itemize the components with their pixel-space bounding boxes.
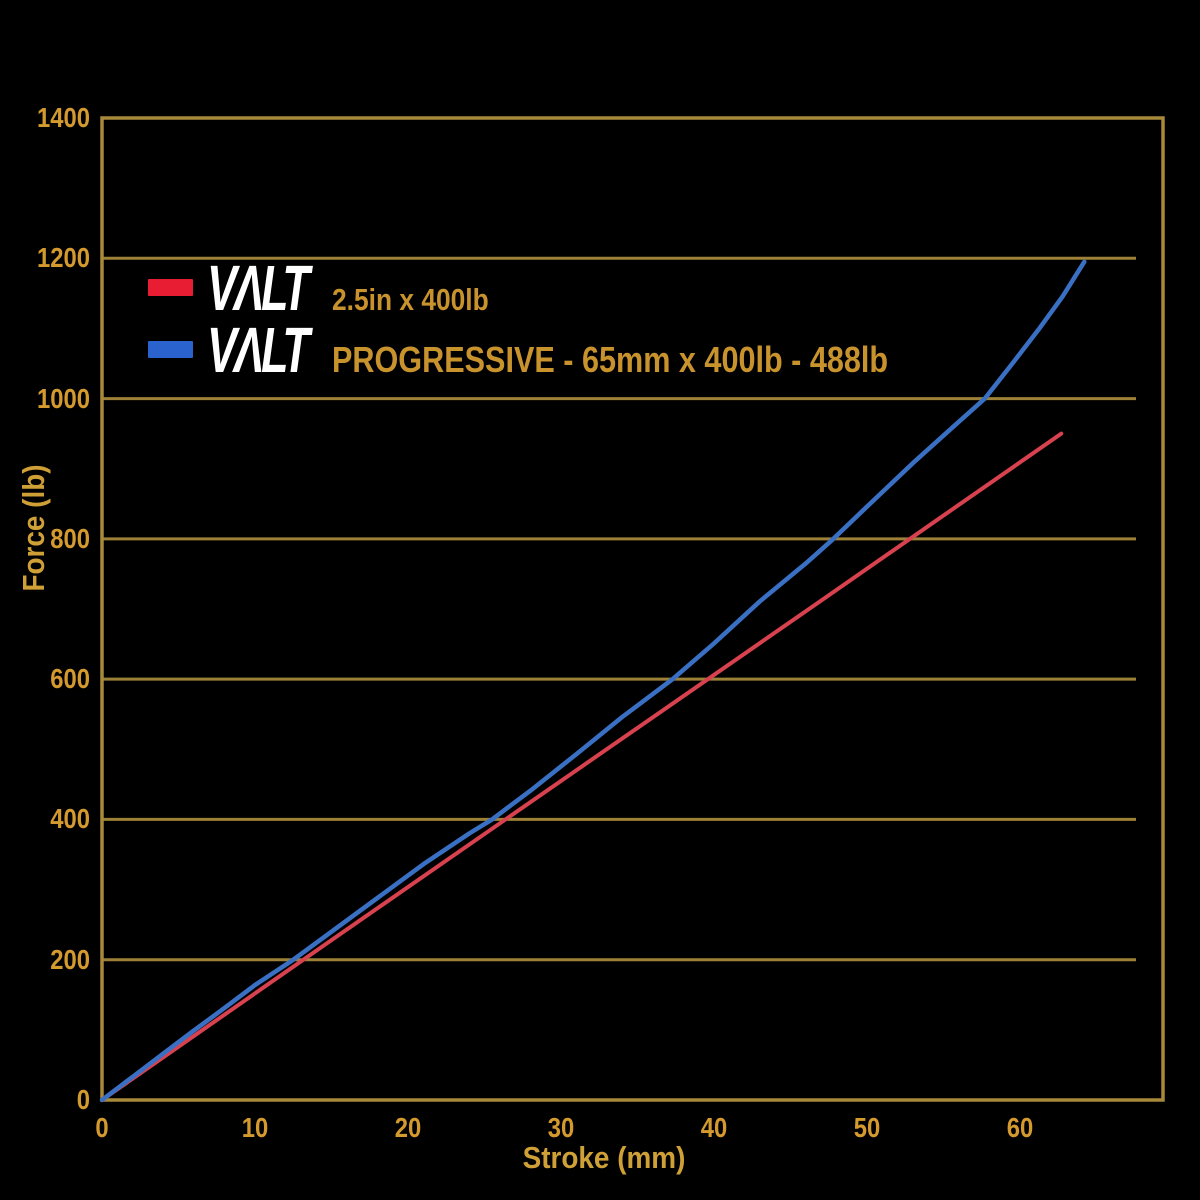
y-tick-label: 0	[76, 1084, 90, 1115]
legend-item-progressive-spring: VΛLT PROGRESSIVE - 65mm x 400lb - 488lb	[148, 318, 986, 382]
y-tick-label: 1400	[37, 102, 90, 133]
x-tick-label: 0	[95, 1112, 109, 1143]
y-axis-title: Force (lb)	[16, 464, 51, 592]
x-tick-label: 10	[241, 1112, 269, 1143]
x-tick-label: 60	[1006, 1112, 1034, 1143]
valt-logo: VΛLT	[207, 314, 310, 386]
legend-swatch-blue	[148, 341, 193, 358]
series-line-0	[100, 431, 1064, 1102]
legend-label-standard: 2.5in x 400lb	[331, 282, 489, 317]
y-tick-label: 400	[50, 803, 90, 835]
x-tick-label: 50	[853, 1112, 881, 1143]
series-line-1	[99, 259, 1087, 1103]
x-tick-label: 40	[700, 1112, 728, 1143]
x-tick-label: 20	[394, 1112, 422, 1143]
legend-label-progressive: PROGRESSIVE - 65mm x 400lb - 488lb	[331, 339, 888, 380]
y-tick-label: 600	[50, 663, 90, 695]
legend-item-standard-spring: VΛLT 2.5in x 400lb	[148, 256, 516, 320]
y-tick-label: 800	[50, 522, 90, 554]
valt-logo: VΛLT	[207, 252, 310, 324]
plot-frame	[100, 116, 1165, 1102]
y-tick-label: 200	[50, 943, 90, 975]
x-tick-label: 30	[547, 1112, 575, 1143]
y-tick-label: 1200	[37, 242, 90, 274]
y-tick-label: 1000	[37, 382, 90, 414]
x-axis-title: Stroke (mm)	[522, 1140, 686, 1175]
legend-swatch-red	[148, 279, 193, 296]
